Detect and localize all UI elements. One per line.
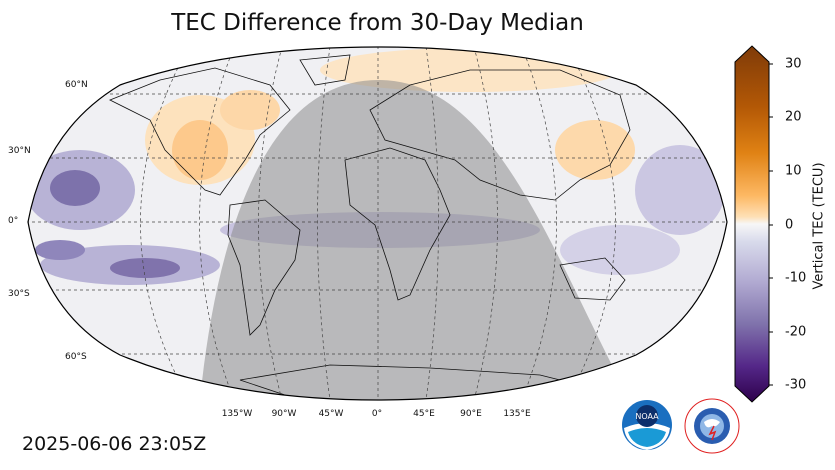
map-field	[28, 47, 727, 400]
lat-label-60s: 60°S	[65, 352, 87, 362]
map-title: TEC Difference from 30-Day Median	[171, 10, 584, 36]
colorbar-tick-20: 20	[785, 109, 802, 125]
noaa-logo: NOAA	[622, 400, 672, 450]
lat-label-60n: 60°N	[65, 80, 88, 90]
lon-label-90w: 90°W	[271, 409, 297, 419]
lon-label-135e: 135°E	[503, 409, 531, 419]
graticule	[28, 47, 727, 400]
colorbar-tick-10: 10	[785, 163, 802, 179]
lat-label-30s: 30°S	[8, 289, 30, 299]
lat-label-30n: 30°N	[8, 146, 31, 156]
noaa-logo-text: NOAA	[635, 412, 659, 421]
colorbar-tick-30: 30	[785, 56, 802, 72]
colorbar-label: Vertical TEC (TECU)	[811, 162, 827, 290]
colorbar-ticks	[769, 63, 773, 386]
colorbar-tick-0: 0	[785, 217, 794, 233]
map-border	[27, 46, 728, 401]
lon-label-45e: 45°E	[413, 409, 435, 419]
colorbar-tick-neg30: -30	[785, 377, 807, 393]
lon-label-0: 0°	[371, 409, 383, 419]
night-shading	[200, 80, 630, 400]
colorbar-tick-neg20: -20	[785, 324, 807, 340]
lon-label-135w: 135°W	[221, 409, 253, 419]
lon-label-45w: 45°W	[318, 409, 344, 419]
timestamp: 2025-06-06 23:05Z	[22, 433, 207, 455]
colorbar-gradient	[734, 45, 770, 403]
nws-logo	[684, 398, 740, 454]
lat-label-0: 0°	[8, 216, 19, 226]
colorbar-tick-neg10: -10	[785, 270, 807, 286]
colorbar	[734, 45, 773, 403]
lon-label-90e: 90°E	[460, 409, 482, 419]
